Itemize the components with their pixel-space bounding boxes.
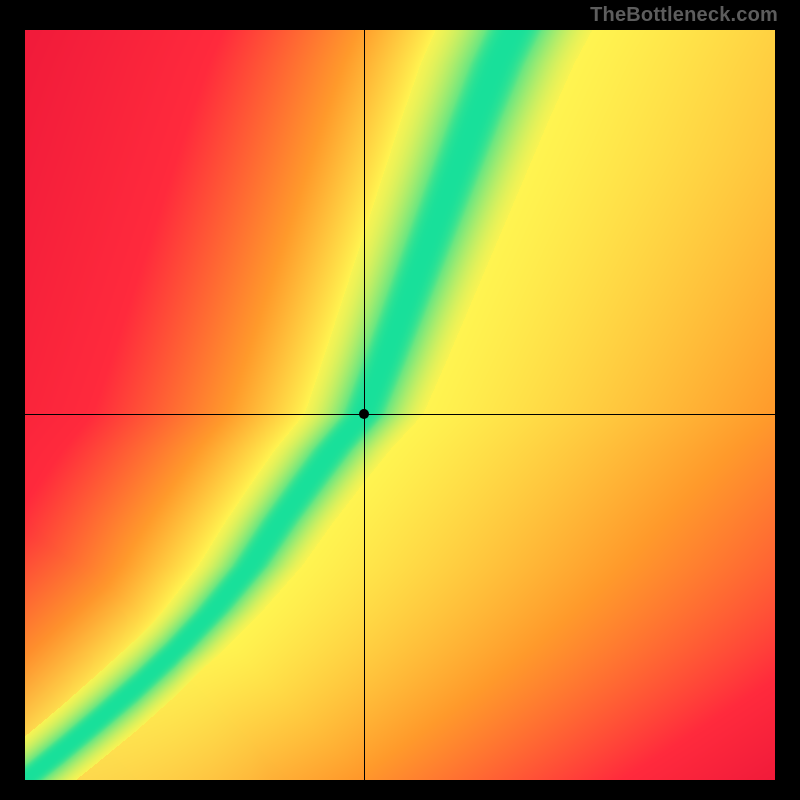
watermark-text: TheBottleneck.com bbox=[590, 4, 778, 27]
heatmap-canvas bbox=[25, 30, 775, 780]
heatmap-plot bbox=[25, 30, 775, 780]
chart-frame: TheBottleneck.com bbox=[0, 0, 800, 800]
